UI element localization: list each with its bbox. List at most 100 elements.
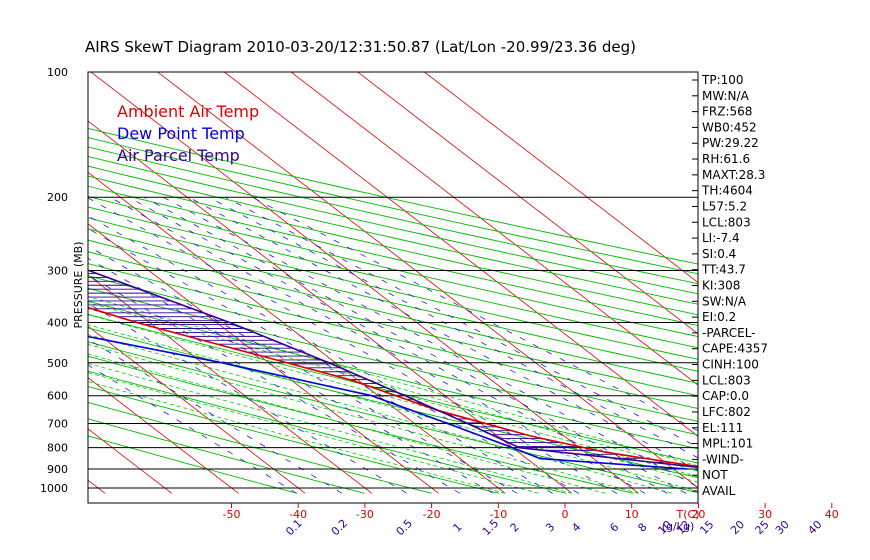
moist-adiabat-line [88,372,539,494]
bottom-temp-label: -30 [356,508,374,521]
dry-adiabat-line [88,196,698,338]
index-label: TT:43.7 [701,263,746,277]
index-label: TH:4604 [701,184,753,198]
index-label: CINH:100 [702,358,759,372]
dry-adiabat-line [88,300,698,450]
dry-adiabat-line [88,341,698,494]
isotherm-line [88,325,306,494]
air-parcel-temp-line [88,269,698,469]
index-label: MPL:101 [702,437,753,451]
mixing-ratio-label: 2 [508,520,522,534]
index-label: MW:N/A [702,89,750,103]
index-label: EI:0.2 [702,310,736,324]
index-label: RH:61.6 [702,152,750,166]
index-label: AVAIL [702,484,736,498]
moist-adiabat-line [88,363,573,494]
index-label: WB0:452 [702,120,757,134]
index-label: -PARCEL- [702,326,756,340]
legend-dewpoint: Dew Point Temp [117,124,245,143]
bottom-temp-label: -50 [223,508,241,521]
index-label: FRZ:568 [702,105,752,119]
dry-adiabat-line [88,435,298,494]
pressure-tick-label: 300 [47,264,68,277]
mixing-ratio-label: 1 [450,520,464,534]
isotherm-line [423,72,698,283]
mixing-ratio-label: 3 [543,520,557,534]
moist-adiabat-line [88,324,698,492]
index-label: CAP:0.0 [702,389,749,403]
cape-hatch [88,273,670,463]
mixing-ratio-line [143,196,687,494]
mixing-ratio-label: 40 [805,518,824,537]
moist-adiabat-line [88,381,506,494]
index-label: SW:N/A [702,294,747,308]
dry-adiabat-line [88,275,698,422]
ambient-air-temp-line [88,306,698,468]
mixing-ratio-unit-label: (g/kg) [662,520,695,533]
pressure-tick-label: 100 [47,66,68,79]
mixing-ratio-label: 0.5 [394,517,416,539]
index-label: PW:29.22 [702,136,759,150]
dry-adiabat-line [88,239,698,384]
mixing-ratio-label: 6 [607,520,621,534]
bottom-temp-label: 20 [691,508,705,521]
mixing-ratio-label: 30 [773,518,792,537]
dry-adiabat-line [88,418,365,494]
bottom-temp-label: 0 [562,508,569,521]
dry-adiabat-line [88,155,698,295]
pressure-tick-label: 900 [47,463,68,476]
mixing-ratio-label: 0.2 [329,517,351,539]
mixing-ratio-line [109,196,646,494]
index-label: LCL:803 [702,373,751,387]
index-label: KI:308 [702,279,740,293]
bottom-temp-label: -20 [423,508,441,521]
pressure-tick-label: 500 [47,357,68,370]
isotherm-line [88,377,239,494]
mixing-ratio-label: 4 [569,520,583,534]
bottom-temp-label: 40 [825,508,839,521]
dry-adiabat-line [88,185,698,327]
bottom-temp-label: 30 [758,508,772,521]
index-label: LCL:803 [702,215,751,229]
legend-ambient: Ambient Air Temp [117,102,259,121]
index-label: NOT [702,468,728,482]
legend: Ambient Air Temp Dew Point Temp Air Parc… [117,102,259,165]
moist-adiabat-line [88,296,698,467]
moist-adiabat-line [88,334,673,494]
dry-adiabat-line [88,206,698,349]
moist-adiabat-line [88,302,698,472]
pressure-tick-label: 700 [47,418,68,431]
moist-adiabat-line [88,344,639,494]
dry-adiabat-line [88,217,698,360]
isotherm-line [223,72,698,437]
profile-lines [88,269,698,470]
chart-title: AIRS SkewT Diagram 2010-03-20/12:31:50.8… [85,38,636,56]
dry-adiabat-line [88,370,567,494]
mixing-ratio-line [88,338,343,494]
index-label: EL:111 [702,421,743,435]
mixing-ratio-line [188,196,698,472]
dew-point-temp-line [88,335,688,470]
mixing-ratio-line [88,228,553,494]
dry-adiabat-line [88,355,634,494]
isotherm-line [88,223,439,494]
pressure-tick-label: 600 [47,390,68,403]
index-label: CAPE:4357 [702,342,768,356]
dry-adiabat-line [88,175,698,316]
pressure-tick-label: 400 [47,316,68,329]
isotherm-line [290,72,698,386]
index-label: LFC:802 [702,405,751,419]
pressure-tick-label: 1000 [40,482,68,495]
bottom-temp-label: 10 [625,508,639,521]
mixing-ratio-line [88,215,579,494]
bottom-temp-label: -10 [489,508,507,521]
isotherm-line [0,63,38,494]
dry-adiabat-line [88,263,698,409]
dry-adiabat-line [88,401,432,494]
dry-adiabat-line [88,165,698,305]
mixing-ratio-line [225,196,698,448]
isotherm-line [90,72,639,494]
dry-adiabat-line [88,137,698,275]
